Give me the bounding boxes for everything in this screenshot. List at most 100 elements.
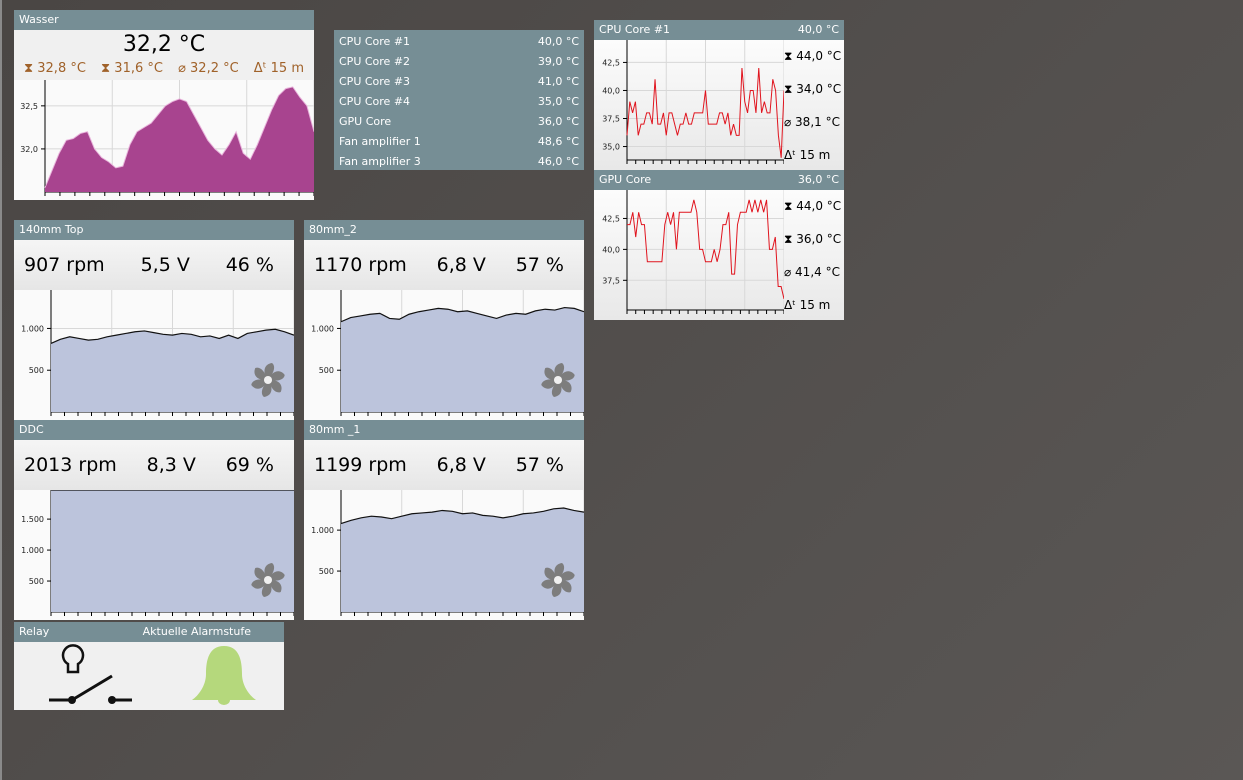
data-line [340,507,584,525]
fan-rpm: 907 rpm [24,254,105,276]
y-tick-label: 500 [29,577,44,586]
sensor-name: CPU Core #3 [339,75,411,88]
relay-title: Relay [19,625,50,638]
timespan-stat: Δᵗ 15 m [253,61,304,76]
wasser-chart: 32,5 32,0 [14,80,314,200]
y-tick-label: 40,0 [602,86,620,95]
timespan-stat: Δᵗ 15 m [784,298,831,312]
panel-title: 140mm Top [19,223,84,236]
fan-panel: 80mm_2 1170 rpm 6,8 V 57 % 1.000 500 [304,220,584,420]
fan-percent: 69 % [225,454,274,476]
sensor-value: 48,6 °C [537,135,579,148]
fan-panel: 140mm Top 907 rpm 5,5 V 46 % 1.000 500 [14,220,294,420]
panel-title: DDC [19,423,44,436]
y-tick-label: 1.000 [311,526,334,535]
temp-panel: GPU Core 36,0 °C 42,5 40,0 37,5 ⧗ 44,0 °C ⧗… [594,170,844,320]
fan-chart: 1.000 500 [14,290,294,420]
panel-title: 80mm_2 [309,223,357,236]
y-tick-label: 42,5 [602,58,620,67]
fan-percent: 46 % [225,254,274,276]
sensor-name: Fan amplifier 3 [339,155,421,168]
y-tick-label: 42,5 [602,214,620,223]
data-line [627,199,784,299]
relay-switch-icon [49,644,132,704]
wasser-panel: Wasser 32,2 °C ⧗ 32,8 °C ⧗ 31,6 °C ⌀ 32,… [14,10,314,200]
y-tick-label: 37,5 [602,115,620,124]
panel-title: GPU Core [599,173,652,186]
y-tick-label: 500 [319,366,334,375]
data-line [340,306,584,323]
sensor-value: 36,0 °C [537,115,579,128]
y-tick-label: 40,0 [602,245,620,254]
avg-stat: ⌀ 41,4 °C [784,265,840,279]
fan-panel: DDC 2013 rpm 8,3 V 69 % 1.500 1.000 500 [14,420,294,620]
max-stat: ⧗ 32,8 °C [24,61,86,76]
current-value: 32,2 °C [122,32,206,57]
data-area [51,490,294,612]
sensor-value: 39,0 °C [537,55,579,68]
min-stat: ⧗ 34,0 °C [784,82,842,96]
fan-chart: 1.000 500 [304,290,584,420]
sensor-list: CPU Core #1 40,0 °C CPU Core #2 39,0 °C CPU … [334,30,584,170]
fan-icon [251,563,285,597]
y-tick-label: 32,5 [20,102,38,111]
y-tick-label: 1.000 [311,324,334,333]
y-tick-label: 1.500 [21,515,44,524]
fan-panel: 80mm _1 1199 rpm 6,8 V 57 % 1.000 500 [304,420,584,620]
fan-icon [541,363,575,397]
y-tick-label: 500 [319,567,334,576]
avg-stat: ⌀ 38,1 °C [784,115,840,129]
sensor-name: CPU Core #4 [339,95,411,108]
avg-stat: ⌀ 32,2 °C [178,61,239,76]
sensor-name: GPU Core [339,115,392,128]
fan-chart: 1.000 500 [304,490,584,620]
fan-percent: 57 % [515,254,564,276]
fan-rpm: 1170 rpm [314,254,407,276]
sensor-row: GPU Core 36,0 °C [334,112,584,132]
alarm-bell-icon [192,646,256,705]
panel-value: 40,0 °C [797,23,839,36]
sensor-row: CPU Core #1 40,0 °C [334,32,584,52]
sensor-value: 35,0 °C [537,95,579,108]
y-tick-label: 1.000 [21,324,44,333]
sensor-row: CPU Core #4 35,0 °C [334,92,584,112]
y-tick-label: 35,0 [602,143,620,152]
sensor-row: Fan amplifier 1 48,6 °C [334,132,584,152]
y-tick-label: 37,5 [602,276,620,285]
max-stat: ⧗ 44,0 °C [784,199,842,213]
relay-panel: Relay Aktuelle Alarmstufe [14,622,284,710]
fan-rpm: 2013 rpm [24,454,117,476]
sensor-name: Fan amplifier 1 [339,135,421,148]
data-line [50,328,294,345]
temp-panel: CPU Core #1 40,0 °C 42,5 40,0 37,5 35,0 ⧗ 44… [594,20,844,170]
panel-value: 36,0 °C [797,173,839,186]
sensor-row: CPU Core #2 39,0 °C [334,52,584,72]
sensor-value: 40,0 °C [537,35,579,48]
fan-chart: 1.500 1.000 500 [14,490,294,620]
max-stat: ⧗ 44,0 °C [784,49,842,63]
timespan-stat: Δᵗ 15 m [784,148,831,162]
min-stat: ⧗ 36,0 °C [784,232,842,246]
temp-chart: 42,5 40,0 37,5 35,0 [602,40,784,164]
data-area [341,508,584,612]
fan-rpm: 1199 rpm [314,454,407,476]
data-area [45,86,314,192]
sensor-value: 41,0 °C [537,75,579,88]
fan-icon [541,563,575,597]
fan-voltage: 5,5 V [140,254,190,276]
panel-title: CPU Core #1 [599,23,671,36]
fan-voltage: 6,8 V [436,254,486,276]
sensor-row: CPU Core #3 41,0 °C [334,72,584,92]
sensor-name: CPU Core #1 [339,35,411,48]
temp-chart: 42,5 40,0 37,5 [602,190,784,314]
data-area [341,307,584,412]
y-tick-label: 500 [29,366,44,375]
sensor-value: 46,0 °C [537,155,579,168]
min-stat: ⧗ 31,6 °C [101,61,163,76]
y-tick-label: 1.000 [21,546,44,555]
y-tick-label: 32,0 [20,145,38,154]
alarm-title: Aktuelle Alarmstufe [142,625,251,638]
data-area [51,329,294,412]
fan-icon [251,363,285,397]
sensor-row: Fan amplifier 3 46,0 °C [334,152,584,172]
